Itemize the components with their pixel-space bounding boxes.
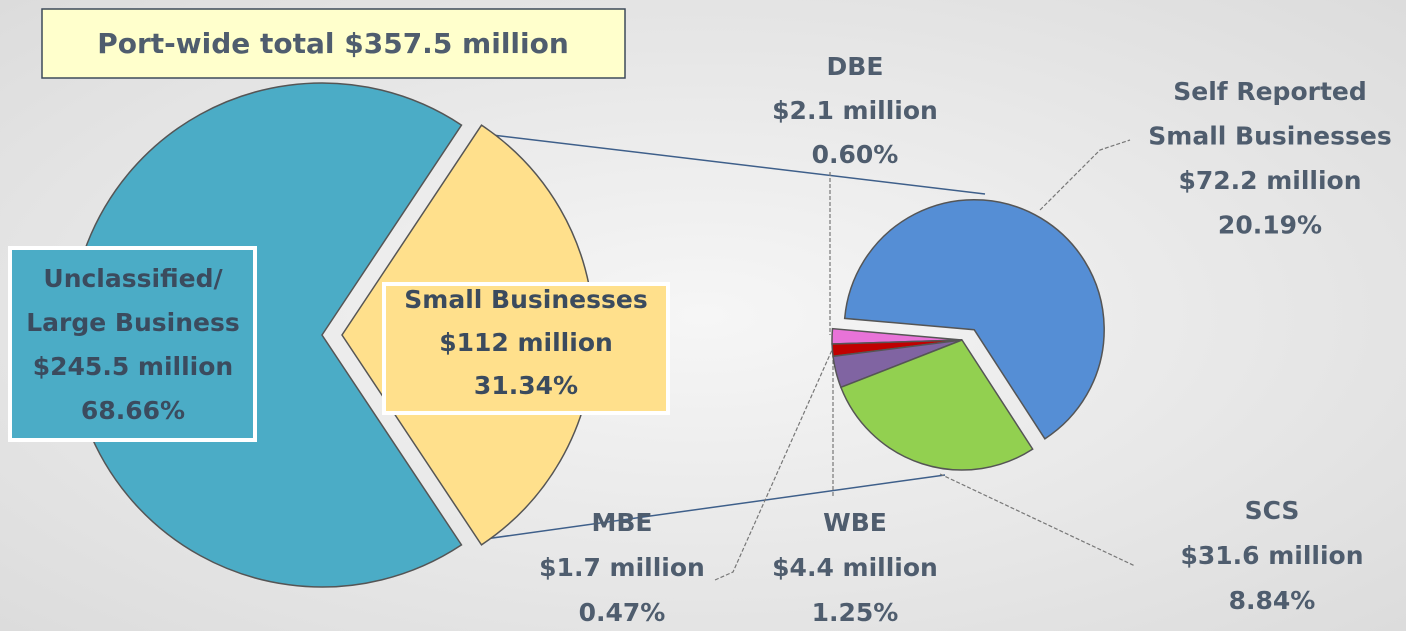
label-box [382,282,670,415]
data-label: 0.47% [579,598,666,627]
data-label: $2.1 million [772,96,938,125]
data-label: $1.7 million [539,553,705,582]
data-label: $112 million [439,328,613,357]
chart-title: Port-wide total $357.5 million [97,27,569,60]
data-label: Small Businesses [1148,122,1391,151]
leader-line [714,349,833,581]
data-label: 20.19% [1218,211,1322,240]
pie-slice [843,199,1105,440]
data-label: Unclassified/ [43,264,223,293]
data-label: Large Business [26,308,240,337]
pie-slice [839,339,1034,471]
slices [69,82,1105,588]
label-box [8,246,257,442]
data-label: 31.34% [474,371,578,400]
data-label: $4.4 million [772,553,938,582]
leader-line [939,473,1136,567]
leader-line [1039,139,1131,211]
data-label: Small Businesses [404,285,647,314]
data-label: 0.60% [812,140,899,169]
data-label: 8.84% [1229,586,1316,615]
title-box [41,8,626,79]
connector-line [477,474,946,541]
data-label: DBE [827,52,884,81]
data-label: $72.2 million [1178,166,1361,195]
labels: Unclassified/Large Business $245.5 millio… [26,52,1391,627]
connector-line [475,132,986,195]
data-label: MBE [591,508,652,537]
data-label: Self Reported [1173,77,1367,106]
data-label: WBE [823,508,887,537]
data-label: $245.5 million [33,352,233,381]
data-label: 1.25% [812,598,899,627]
data-label: SCS [1245,496,1300,525]
data-label: 68.66% [81,396,185,425]
data-label: $31.6 million [1180,541,1363,570]
